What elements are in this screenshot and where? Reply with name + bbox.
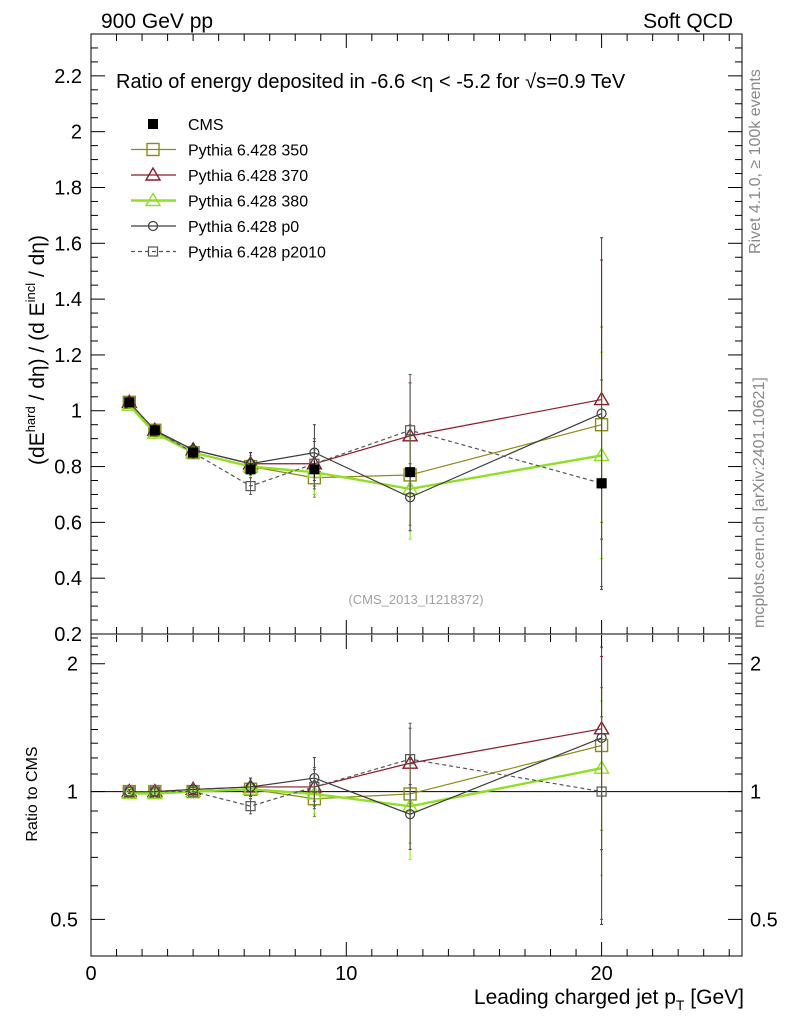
ratio-series-layer bbox=[121, 646, 610, 925]
x-tick-label: 0 bbox=[85, 963, 96, 985]
ratio-plot-frame bbox=[90, 633, 743, 957]
y-tick-label: 1 bbox=[71, 401, 82, 423]
cms-data-point bbox=[405, 467, 416, 478]
y-tick-label: 0.2 bbox=[54, 624, 82, 646]
x-tick-label: 20 bbox=[590, 963, 612, 985]
series-line bbox=[129, 758, 602, 807]
ratio-y-tick-label-right: 1 bbox=[750, 782, 761, 804]
series-pythia-6-428-p0 bbox=[124, 237, 607, 590]
y-tick-label: 2 bbox=[71, 122, 82, 144]
series-point bbox=[405, 809, 416, 820]
legend-label: Pythia 6.428 370 bbox=[188, 168, 308, 185]
series-line bbox=[129, 737, 602, 815]
series-line bbox=[128, 401, 602, 498]
y-axis-label-part: / dη) / (d E bbox=[26, 302, 49, 406]
y-tick-label: 0.6 bbox=[54, 512, 82, 534]
series-point bbox=[245, 801, 256, 812]
y-axis-label-part: (dE bbox=[26, 432, 49, 465]
main-series-layer bbox=[121, 237, 610, 590]
x-axis-label-unit: [GeV] bbox=[684, 986, 744, 1009]
rivet-version-label: Rivet 4.1.0, ≥ 100k events bbox=[747, 69, 764, 254]
cms-data-point bbox=[124, 397, 135, 408]
ratio-y-tick-label: 2 bbox=[67, 654, 78, 676]
legend-label: Pythia 6.428 380 bbox=[188, 194, 308, 211]
y-tick-label: 1.6 bbox=[54, 233, 82, 255]
series-point bbox=[149, 786, 160, 797]
y-axis-label: (dEhard / dη) / (d Eincl / dη) bbox=[23, 235, 49, 465]
series-pythia-6-428-350 bbox=[122, 326, 609, 526]
cms-data-point bbox=[245, 464, 256, 475]
axes-layer: 0 10 20 0.2 0.4 0.6 0.8 1 1.2 1.4 1.6 1.8 2 2.2 0.5 0.5… bbox=[50, 33, 778, 985]
series-point bbox=[245, 781, 256, 793]
series-point bbox=[124, 786, 135, 797]
series-point bbox=[596, 786, 607, 797]
analysis-watermark: (CMS_2013_I1218372) bbox=[348, 592, 483, 607]
y-tick-label: 0.8 bbox=[54, 457, 82, 479]
legend-label: Pythia 6.428 p0 bbox=[188, 219, 299, 236]
ratio-series-pythia-6-428-370 bbox=[121, 655, 610, 851]
legend-marker bbox=[147, 220, 159, 232]
y-axis-label-sup: incl bbox=[23, 283, 38, 303]
header-left-label: 900 GeV pp bbox=[101, 10, 213, 33]
legend: CMS Pythia 6.428 350 Pythia 6.428 370 Pythi… bbox=[131, 117, 326, 262]
series-point bbox=[121, 784, 138, 800]
header-right-label: Soft QCD bbox=[643, 10, 733, 33]
legend-marker bbox=[144, 166, 162, 181]
series-point bbox=[405, 492, 416, 503]
ratio-y-tick-label: 0.5 bbox=[50, 909, 78, 931]
y-axis-label-part: / dη) bbox=[26, 235, 49, 283]
y-tick-label: 1.2 bbox=[54, 345, 82, 367]
y-tick-label: 0.4 bbox=[54, 568, 82, 590]
ratio-y-tick-label-right: 2 bbox=[750, 654, 761, 676]
chart-title: Ratio of energy deposited in -6.6 <η < -… bbox=[116, 71, 626, 93]
x-axis-label: Leading charged jet pT [GeV] bbox=[474, 986, 744, 1013]
legend-label: Pythia 6.428 350 bbox=[188, 143, 308, 160]
series-point bbox=[245, 480, 256, 492]
legend-marker bbox=[146, 142, 160, 157]
series-point bbox=[188, 786, 199, 797]
series-point bbox=[146, 785, 164, 800]
series-point bbox=[309, 781, 320, 793]
legend-label-cms: CMS bbox=[188, 117, 224, 134]
ratio-series-pythia-6-428-p2010 bbox=[124, 716, 607, 920]
legend-marker-cms bbox=[148, 119, 158, 129]
ratio-series-pythia-6-428-350 bbox=[122, 687, 609, 844]
mcplots-credit-label: mcplots.cern.ch [arXiv:2401.10621] bbox=[751, 377, 768, 628]
series-point bbox=[405, 754, 416, 765]
y-tick-label: 1.4 bbox=[54, 289, 82, 311]
ratio-y-tick-label: 1 bbox=[67, 782, 78, 804]
series-point bbox=[405, 425, 416, 436]
series-line bbox=[128, 401, 602, 479]
y-axis-label-sup: hard bbox=[23, 406, 38, 432]
cms-data-point bbox=[309, 464, 320, 475]
cms-data-point bbox=[596, 478, 607, 489]
ratio-y-axis-label: Ratio to CMS bbox=[24, 746, 41, 841]
ratio-y-tick-label-right: 0.5 bbox=[750, 909, 778, 931]
y-tick-label: 2.2 bbox=[54, 66, 82, 88]
ratio-series-pythia-6-428-380 bbox=[121, 700, 610, 876]
series-pythia-6-428-370 bbox=[121, 259, 610, 540]
x-axis-label-sub: T bbox=[676, 997, 685, 1013]
x-tick-label: 10 bbox=[335, 963, 357, 985]
legend-label: Pythia 6.428 p2010 bbox=[188, 245, 326, 262]
legend-marker bbox=[144, 192, 162, 207]
cms-data-point bbox=[188, 447, 199, 458]
y-tick-label: 1.8 bbox=[54, 177, 82, 199]
cms-data-point bbox=[149, 425, 160, 436]
x-axis-label-main: Leading charged jet p bbox=[474, 986, 676, 1009]
cms-data-layer bbox=[124, 397, 607, 489]
legend-marker bbox=[147, 246, 159, 257]
